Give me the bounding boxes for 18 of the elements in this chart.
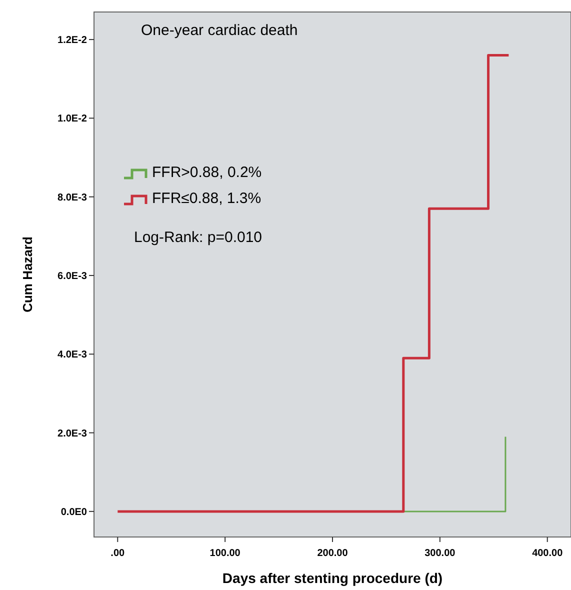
x-tick-label: .00 [110,548,126,559]
annotation: Log-Rank: p=0.010 [134,229,262,246]
y-tick-label: 4.0E-3 [58,350,88,361]
y-tick-label: 1.2E-2 [58,35,88,46]
x-tick-label: 400.00 [532,548,564,559]
y-tick-label: 0.0E0 [60,506,88,518]
y-axis-title: Cum Hazard [20,236,35,312]
y-tick-label: 1.0E-2 [58,114,88,125]
x-tick-label: 100.00 [210,548,241,559]
x-axis-title: Days after stenting procedure (d) [222,570,443,586]
x-tick-label: 200.00 [317,548,348,559]
y-tick-label: 8.0E-3 [58,192,88,204]
text: One-year cardiac death [141,22,298,39]
legend-label: FFR>0.88, 0.2% [152,164,262,181]
y-tick-label: 6.0E-3 [58,270,88,282]
y-tick-label: 2.0E-3 [58,428,88,440]
x-tick-label: 300.00 [424,548,456,559]
legend-label: FFR≤0.88, 1.3% [152,190,262,207]
